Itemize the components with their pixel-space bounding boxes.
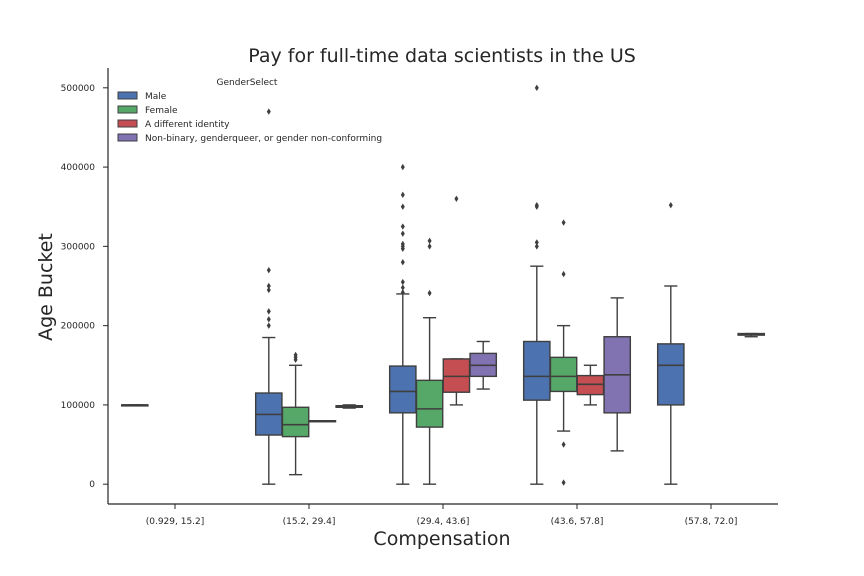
box-3-1 [335,404,364,409]
box-1-3 [549,219,578,486]
legend-swatch [117,105,138,114]
outlier-point [534,84,539,92]
outlier-point [266,266,271,274]
outlier-point [400,163,405,171]
box-body [281,406,310,438]
outlier-point [668,201,673,209]
outlier-point [400,203,405,210]
outlier-point [454,195,459,202]
legend-item: Male [117,91,167,102]
legend-label: Male [145,92,167,102]
box-0-4 [656,201,685,485]
box-body [415,379,444,428]
y-tick-label: 400000 [61,163,96,173]
outlier-point [400,289,405,296]
legend-label: Female [145,106,178,116]
x-axis-label: Compensation [373,528,510,550]
outlier-point [561,219,566,226]
outlier-point [561,270,566,278]
outlier-point [400,191,405,199]
y-tick-label: 500000 [61,84,96,94]
box-1-1 [281,351,310,476]
box-0-0 [120,404,149,407]
outlier-point [534,201,539,209]
y-tick-label: 0 [89,480,95,490]
y-tick-label: 100000 [61,401,96,411]
legend-item: A different identity [117,119,230,130]
legend-item: Non-binary, genderqueer, or gender non-c… [117,133,382,144]
box-0-3 [522,84,551,485]
box-3-2 [469,340,498,390]
box-2-3 [576,364,605,406]
x-axis: (0.929, 15.2] (15.2, 29.4] (29.4, 43.6] (43… [108,503,778,527]
legend-label: A different identity [145,120,230,130]
legend-title: GenderSelect [217,78,278,88]
box-body [549,356,578,393]
outlier-point [561,479,566,486]
y-axis-label: Age Bucket [35,233,57,341]
box-body [656,343,685,406]
box-body [388,365,417,414]
outlier-point [266,308,271,315]
legend-swatch [117,91,138,100]
y-tick-label: 200000 [61,322,96,332]
outlier-point [400,278,405,286]
outlier-point [266,282,271,290]
outlier-point [400,223,405,230]
outlier-point [400,230,405,237]
box-0-2 [388,163,417,485]
outlier-point [266,108,271,115]
outlier-point [266,322,271,329]
outlier-point [427,237,432,245]
y-axis: 0 100000 200000 300000 400000 500000 [61,68,109,504]
box-3-3 [603,297,632,452]
box-0-1 [254,108,283,485]
x-tick-label: (57.8, 72.0] [685,517,738,527]
outlier-point [400,259,405,266]
legend-swatch [117,133,138,142]
outlier-point [427,243,432,250]
outlier-point [293,351,298,359]
box-3-4 [737,332,766,338]
outlier-point [561,441,566,448]
box-body [522,340,551,401]
chart-title: Pay for full-time data scientists in the… [248,45,636,67]
box-1-2 [415,237,444,485]
box-2-1 [308,419,337,423]
outlier-point [534,239,539,246]
legend-item: Female [117,105,178,116]
outlier-point [534,243,539,250]
legend-label: Non-binary, genderqueer, or gender non-c… [145,134,382,144]
outlier-point [266,286,271,294]
plot-area [120,84,766,486]
outlier-point [266,316,271,323]
x-tick-label: (15.2, 29.4] [283,517,336,527]
y-tick-label: 300000 [61,242,96,252]
legend-swatch [117,119,138,128]
box-2-2 [442,195,471,406]
outlier-point [427,289,432,297]
x-tick-label: (43.6, 57.8] [551,517,604,527]
outlier-point [400,284,405,291]
legend: GenderSelect Male Female A different identi… [117,78,382,144]
x-tick-label: (29.4, 43.6] [417,517,470,527]
x-tick-label: (0.929, 15.2] [146,517,205,527]
outlier-point [400,240,405,248]
